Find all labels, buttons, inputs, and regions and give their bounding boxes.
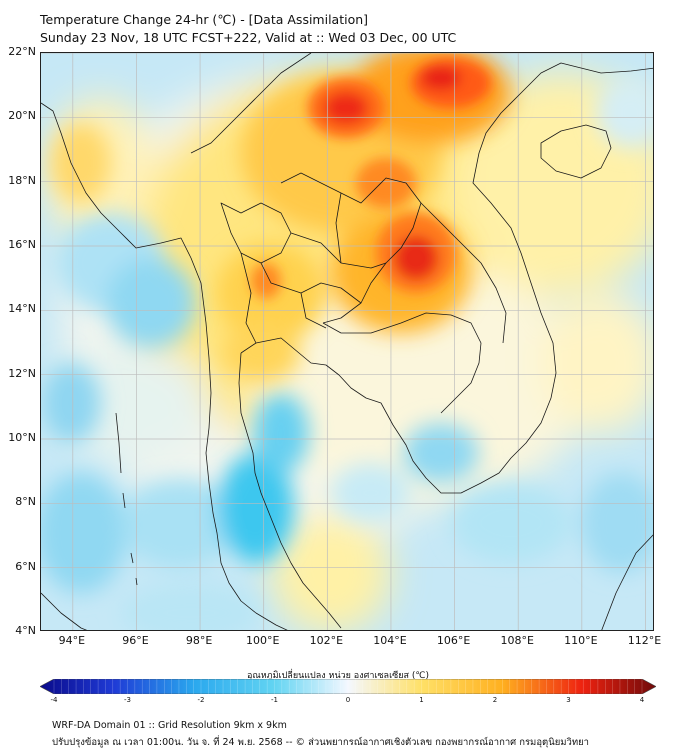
laos-vietnam-border <box>420 202 507 344</box>
map-title: Temperature Change 24-hr (℃) - [Data Ass… <box>40 12 369 27</box>
lon-label: 96°E <box>122 634 149 647</box>
andaman-islands <box>115 412 126 509</box>
lat-label: 12°N <box>8 366 36 380</box>
colorbar-tick-label: 2 <box>492 696 498 704</box>
borneo-north <box>601 534 653 630</box>
lon-label: 106°E <box>436 634 471 647</box>
lat-label: 20°N <box>8 109 36 123</box>
nicobar-islands <box>130 552 138 586</box>
gulf-west-coast <box>238 352 342 629</box>
hainan-island <box>540 124 612 179</box>
colorbar-tick-label: 3 <box>566 696 571 704</box>
thai-provinces-6 <box>335 192 342 264</box>
sumatra-tip <box>41 592 88 630</box>
lon-label: 104°E <box>373 634 407 647</box>
lon-label: 100°E <box>245 634 280 647</box>
lat-label: 4°N <box>15 624 36 637</box>
footer-model-info: WRF-DA Domain 01 :: Grid Resolution 9km … <box>52 720 287 731</box>
mainland-coast <box>41 102 288 630</box>
myanmar-interior-border <box>190 53 312 154</box>
cambodia-border <box>322 312 482 414</box>
lon-label: 112°E <box>627 634 662 647</box>
lat-label: 6°N <box>15 559 36 573</box>
footer-credits: ปรับปรุงข้อมูล ณ เวลา 01:00น. วัน จ. ที่… <box>52 737 590 748</box>
thai-provinces-3 <box>240 252 257 344</box>
gulf-head-coast <box>240 337 512 494</box>
map-subtitle-valid-time: Sunday 23 Nov, 18 UTC FCST+222, Valid at… <box>40 30 457 45</box>
lon-label: 102°E <box>309 634 344 647</box>
lat-label: 14°N <box>8 302 36 316</box>
lat-label: 16°N <box>8 238 36 251</box>
vietnam-coast <box>472 62 653 459</box>
colorbar-tick-label: 1 <box>419 696 424 704</box>
colorbar-tick-label: -1 <box>271 696 278 704</box>
colorbar-tick-label: -4 <box>50 696 58 704</box>
colorbar-title: อุณหภูมิเปลี่ยนแปลง หน่วย องศาเซลเซียส (… <box>246 671 430 681</box>
colorbar-tick-label: -2 <box>197 696 205 704</box>
lat-label: 18°N <box>8 173 36 187</box>
thai-provinces-5 <box>300 292 327 329</box>
colorbar <box>40 679 656 694</box>
thai-provinces-1 <box>220 202 292 264</box>
graticule <box>41 53 653 630</box>
lon-label: 110°E <box>564 634 598 647</box>
lon-label: 108°E <box>500 634 534 647</box>
colorbar-tick-label: 0 <box>345 696 351 704</box>
lat-label: 8°N <box>15 495 36 509</box>
colorbar-tick-label: -3 <box>124 696 131 704</box>
temperature-change-map <box>41 53 653 630</box>
lon-label: 98°E <box>185 634 213 647</box>
lon-label: 94°E <box>58 634 86 647</box>
thai-provinces-2 <box>260 262 362 304</box>
lat-label: 22°N <box>8 45 36 58</box>
colorbar-tick-label: 4 <box>639 696 645 704</box>
lat-label: 10°N <box>8 431 36 444</box>
colorbar-gradient <box>40 679 656 694</box>
coastlines <box>41 53 653 630</box>
map-panel[interactable] <box>40 52 654 631</box>
